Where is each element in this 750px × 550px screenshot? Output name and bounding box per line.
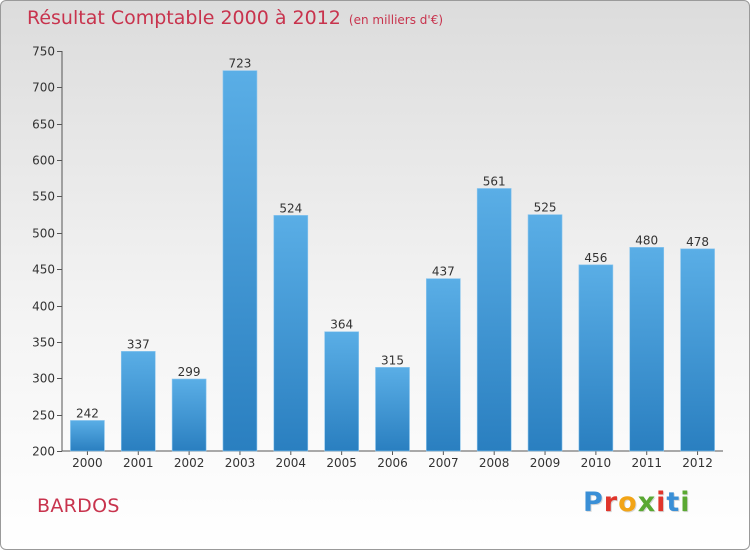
x-tick-label: 2005 [326, 456, 357, 470]
chart-subtitle: (en milliers d'€) [348, 13, 444, 27]
y-tick-label: 200 [32, 445, 55, 459]
bar [629, 247, 665, 452]
commune-name: BARDOS [37, 495, 120, 517]
bar-value-label: 561 [483, 174, 506, 188]
y-tick-label: 250 [32, 409, 55, 423]
y-tick-label: 500 [32, 227, 55, 241]
y-tick-label: 750 [32, 45, 55, 59]
bar [476, 188, 512, 452]
y-tick-label: 550 [32, 190, 55, 204]
bar-value-label: 456 [584, 251, 607, 265]
y-tick-label: 650 [32, 118, 55, 132]
bar [273, 215, 309, 452]
x-tick-label: 2007 [428, 456, 459, 470]
x-tick-label: 2006 [377, 456, 408, 470]
bar-value-label: 315 [381, 353, 404, 367]
bar-value-label: 723 [229, 57, 252, 71]
x-tick-label: 2009 [530, 456, 561, 470]
logo-letter: o [618, 487, 638, 518]
x-tick-label: 2008 [479, 456, 510, 470]
bar-value-label: 299 [178, 365, 201, 379]
chart-title: Résultat Comptable 2000 à 2012 (en millie… [27, 7, 443, 29]
bar-value-label: 337 [127, 337, 150, 351]
x-tick-label: 2001 [123, 456, 154, 470]
x-tick-label: 2004 [276, 456, 307, 470]
bar [222, 70, 258, 452]
title-text: Résultat Comptable 2000 à 2012 [27, 7, 341, 29]
bar-value-label: 242 [76, 406, 99, 420]
logo-letter: x [637, 487, 657, 518]
bar-value-label: 478 [686, 235, 709, 249]
y-tick-label: 700 [32, 81, 55, 95]
y-tick-label: 400 [32, 300, 55, 314]
logo-letter: i [656, 487, 667, 518]
bar [324, 331, 359, 452]
proxiti-logo[interactable]: Proxiti [583, 487, 691, 518]
x-tick-label: 2011 [631, 456, 662, 470]
bar-value-label: 524 [279, 201, 302, 215]
x-tick-label: 2000 [72, 456, 103, 470]
bar [120, 351, 156, 452]
x-tick-label: 2010 [581, 456, 612, 470]
bar [578, 264, 614, 452]
logo-letter: r [603, 487, 619, 518]
bar [680, 248, 715, 452]
bar [426, 278, 461, 452]
bar-value-label: 525 [534, 201, 557, 215]
y-tick-label: 300 [32, 372, 55, 386]
bar-value-label: 364 [330, 318, 353, 332]
logo-letter: i [680, 487, 691, 518]
logo-letter: P [583, 487, 604, 518]
bar [171, 378, 207, 452]
x-tick-label: 2002 [174, 456, 205, 470]
bar [70, 420, 105, 452]
bar-value-label: 480 [635, 233, 658, 247]
labels: 242 2000 337 2001 299 2002 723 2003 524 2004 364 20… [72, 57, 713, 470]
bar [527, 214, 563, 452]
x-tick-label: 2012 [682, 456, 713, 470]
y-tick-label: 350 [32, 336, 55, 350]
logo-letter: t [666, 487, 681, 518]
x-tick-label: 2003 [225, 456, 256, 470]
y-tick-label: 450 [32, 263, 55, 277]
bar-value-label: 437 [432, 265, 455, 279]
bar [375, 367, 410, 452]
bars [70, 70, 715, 452]
y-tick-label: 600 [32, 154, 55, 168]
